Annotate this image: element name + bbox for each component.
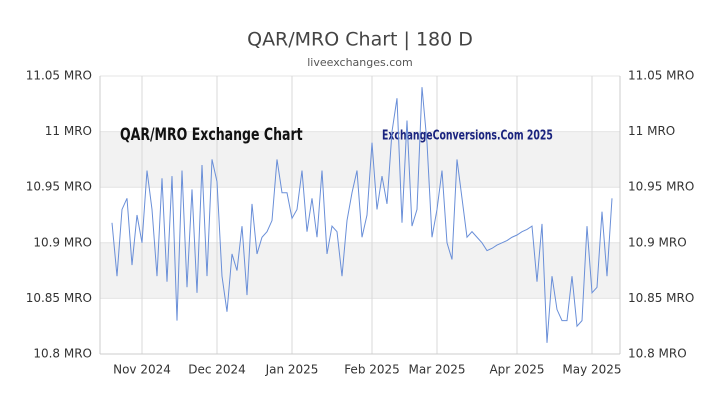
y2-tick-label: 10.95 MRO bbox=[628, 180, 694, 194]
y2-tick-label: 11 MRO bbox=[628, 124, 675, 138]
x-tick-label: Jan 2025 bbox=[265, 363, 319, 377]
chart-title: QAR/MRO Chart | 180 D bbox=[247, 29, 473, 51]
y-tick-label: 10.95 MRO bbox=[26, 180, 92, 194]
y2-tick-label: 10.8 MRO bbox=[628, 347, 687, 361]
y-tick-label: 11.05 MRO bbox=[26, 69, 92, 83]
grid-band bbox=[100, 131, 620, 188]
x-tick-label: Feb 2025 bbox=[344, 363, 400, 377]
x-tick-label: Nov 2024 bbox=[113, 363, 171, 377]
x-tick-label: May 2025 bbox=[562, 363, 621, 377]
annotation: QAR/MRO Exchange Chart bbox=[120, 125, 303, 145]
x-tick-label: Dec 2024 bbox=[188, 363, 246, 377]
chart-subtitle: liveexchanges.com bbox=[307, 56, 412, 69]
y2-tick-label: 11.05 MRO bbox=[628, 69, 694, 83]
x-tick-label: Apr 2025 bbox=[489, 363, 544, 377]
y-tick-label: 10.85 MRO bbox=[26, 291, 92, 305]
annotation: ExchangeConversions.Com 2025 bbox=[382, 127, 553, 143]
y-tick-label: 10.9 MRO bbox=[33, 235, 92, 249]
y2-tick-label: 10.9 MRO bbox=[628, 235, 687, 249]
y-tick-label: 10.8 MRO bbox=[33, 347, 92, 361]
y2-tick-label: 10.85 MRO bbox=[628, 291, 694, 305]
line-series bbox=[111, 87, 613, 343]
x-tick-label: Mar 2025 bbox=[409, 363, 466, 377]
y-tick-label: 11 MRO bbox=[45, 124, 92, 138]
